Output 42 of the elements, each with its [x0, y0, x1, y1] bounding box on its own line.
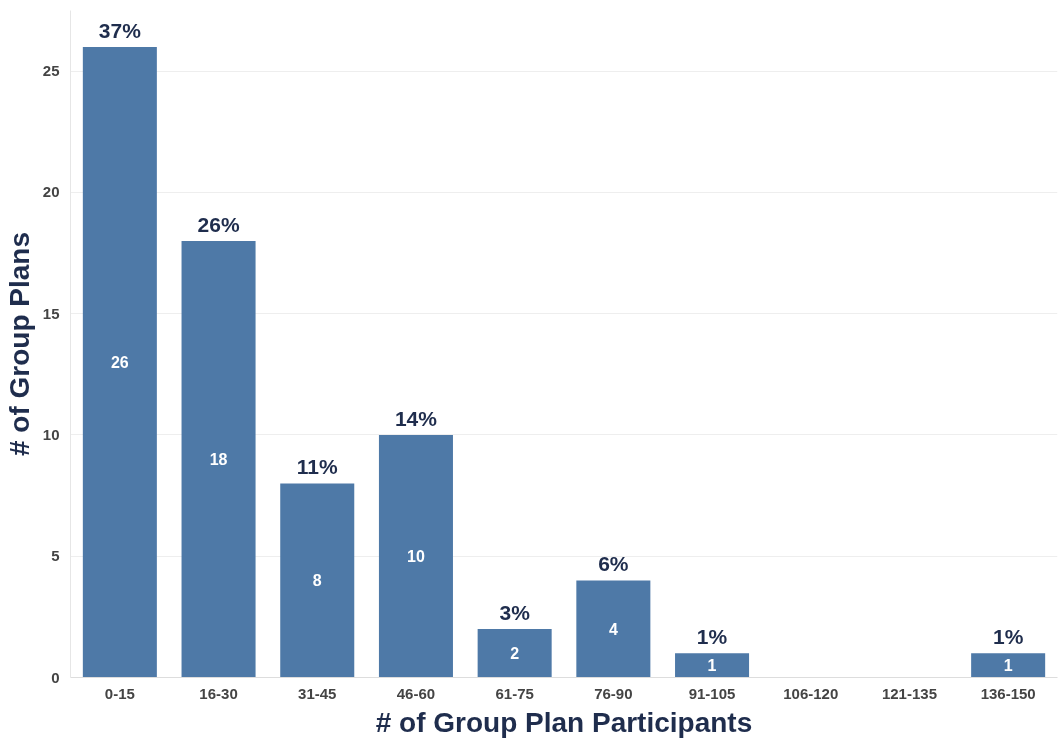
data-label: 1 — [1003, 657, 1013, 675]
x-tick-label: 16-30 — [199, 684, 238, 702]
bar — [280, 483, 355, 678]
annotation: 6% — [598, 552, 629, 576]
annotation: 3% — [499, 600, 531, 624]
data-label: 10 — [407, 548, 425, 566]
annotation: 14% — [394, 406, 438, 430]
annotation: 11% — [296, 455, 339, 479]
data-label: 1 — [707, 657, 717, 675]
bar — [181, 240, 256, 678]
x-tick-label: 136-150 — [980, 684, 1036, 702]
y-axis-title: # of Group Plans — [3, 231, 35, 457]
bar — [675, 653, 750, 678]
x-tick-label: 121-135 — [881, 684, 937, 702]
data-label: 8 — [312, 572, 322, 590]
annotation: 26% — [197, 212, 240, 236]
annotation: 37% — [98, 18, 142, 42]
y-tick-label: 5 — [51, 547, 60, 565]
x-tick-label: 0-15 — [104, 684, 135, 702]
data-label: 18 — [209, 451, 228, 469]
y-tick-label: 0 — [51, 668, 60, 686]
bar — [378, 434, 453, 678]
y-tick-label: 10 — [42, 425, 60, 443]
data-label: 2 — [510, 645, 520, 663]
annotation: 1% — [992, 625, 1024, 649]
bar — [971, 653, 1046, 678]
x-tick-label: 31-45 — [298, 684, 337, 702]
x-tick-label: 46-60 — [396, 684, 436, 702]
x-tick-label: 76-90 — [594, 684, 633, 702]
y-tick-label: 15 — [42, 304, 60, 322]
data-label: 4 — [608, 620, 618, 638]
x-tick-label: 91-105 — [688, 684, 736, 702]
x-tick-label: 61-75 — [495, 684, 534, 702]
annotation: 1% — [696, 625, 728, 649]
y-tick-label: 25 — [42, 62, 60, 80]
x-axis-title: # of Group Plan Participants — [375, 706, 753, 738]
bar — [82, 46, 157, 678]
bar — [576, 580, 651, 678]
data-label: 26 — [110, 354, 129, 372]
bar — [477, 628, 552, 678]
x-tick-label: 106-120 — [783, 684, 839, 702]
y-tick-label: 20 — [42, 183, 60, 201]
